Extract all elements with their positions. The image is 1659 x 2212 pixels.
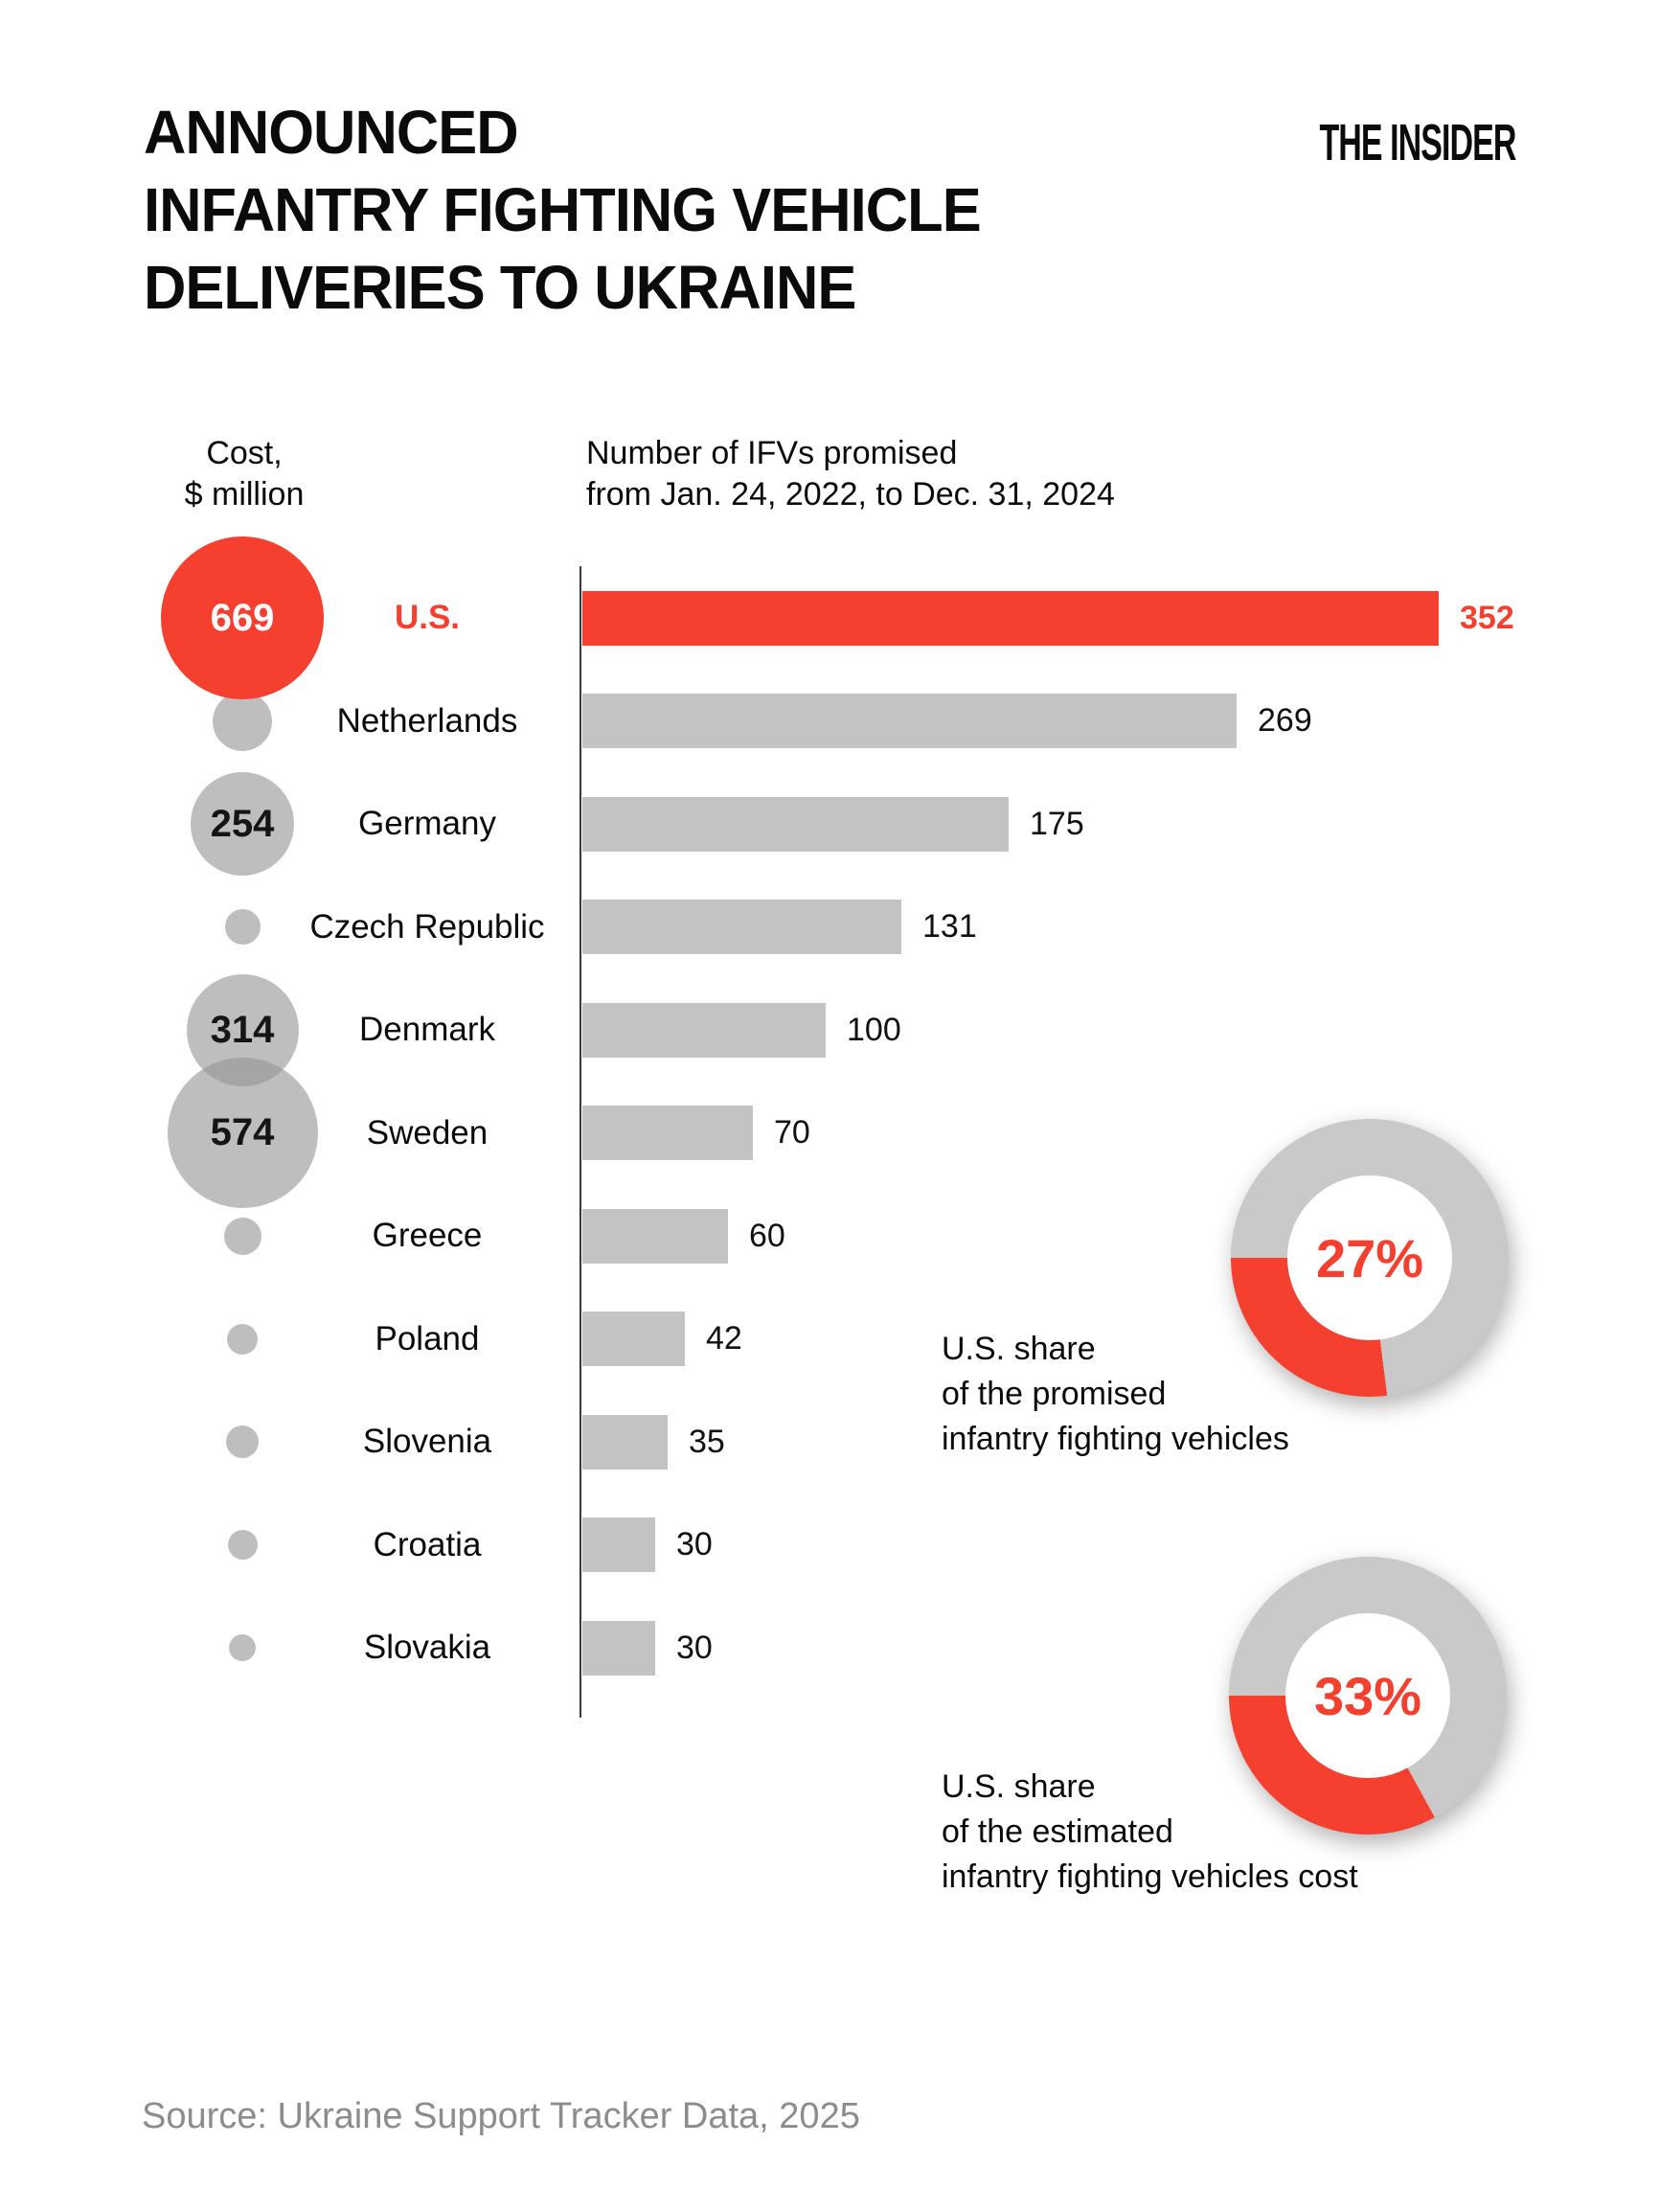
cost-bubble-u-s-: 669 xyxy=(161,536,324,699)
cost-bubble-croatia xyxy=(227,1530,258,1560)
donut-caption-promised: U.S. share of the promised infantry figh… xyxy=(942,1327,1289,1462)
ifv-value-label: 42 xyxy=(706,1320,742,1357)
caption-line: U.S. share xyxy=(942,1768,1096,1805)
country-label: Poland xyxy=(375,1319,480,1357)
donut-chart-promised-share: 27% xyxy=(1231,1119,1509,1397)
ifv-bar xyxy=(582,1620,655,1676)
ifv-bar xyxy=(582,1106,753,1160)
ifv-bar xyxy=(582,1208,728,1264)
ifv-bar xyxy=(582,900,901,954)
country-label: Sweden xyxy=(366,1113,489,1152)
country-label: U.S. xyxy=(394,599,461,636)
page-title: ANNOUNCED INFANTRY FIGHTING VEHICLE DELI… xyxy=(144,94,982,327)
ifv-value-label: 35 xyxy=(689,1423,725,1460)
country-label: Netherlands xyxy=(336,701,518,740)
country-label: Croatia xyxy=(373,1525,482,1563)
title-line-1: ANNOUNCED xyxy=(144,98,519,167)
ifv-bar xyxy=(582,1414,668,1470)
caption-line: of the estimated xyxy=(942,1813,1173,1850)
donut-caption-cost: U.S. share of the estimated infantry fig… xyxy=(942,1765,1358,1900)
cost-bubble-sweden: 574 xyxy=(167,1058,318,1208)
ifv-bar xyxy=(582,694,1237,748)
country-label: Germany xyxy=(358,805,496,842)
the-insider-logo: THE INSIDER xyxy=(1319,114,1517,171)
caption-line: of the promised xyxy=(942,1376,1167,1412)
cost-value: 669 xyxy=(210,596,275,639)
ifv-value-label: 60 xyxy=(749,1217,785,1254)
ifv-count-column-header: Number of IFVs promised from Jan. 24, 20… xyxy=(586,433,1115,515)
country-label: Denmark xyxy=(359,1011,495,1048)
cost-column-header: Cost, $ million xyxy=(125,433,364,515)
ifv-bar xyxy=(582,796,1009,852)
donut-hole: 33% xyxy=(1285,1613,1450,1778)
cost-bubble-greece xyxy=(223,1217,261,1255)
caption-line: infantry fighting vehicles cost xyxy=(942,1859,1358,1895)
ifv-value-label: 30 xyxy=(676,1629,713,1666)
cost-bubble-poland xyxy=(227,1323,258,1355)
chart-axis-line xyxy=(580,566,581,1718)
country-label: Greece xyxy=(372,1217,483,1254)
ifv-bar xyxy=(582,1517,655,1572)
donut-percent-label: 33% xyxy=(1313,1665,1422,1726)
source-credit: Source: Ukraine Support Tracker Data, 20… xyxy=(142,2096,860,2136)
ifv-value-label: 100 xyxy=(847,1011,901,1048)
cost-value: 314 xyxy=(210,1008,275,1051)
ifv-value-label: 70 xyxy=(774,1114,810,1151)
cost-bubble-slovenia xyxy=(226,1425,259,1458)
ifv-bar xyxy=(582,590,1439,646)
cost-value: 254 xyxy=(210,802,275,845)
ifv-value-label: 175 xyxy=(1030,805,1084,842)
cost-bubble-slovakia xyxy=(229,1634,256,1661)
country-label: Slovakia xyxy=(363,1629,491,1666)
cost-header-line-2: $ million xyxy=(184,476,305,513)
cost-bubble-germany: 254 xyxy=(191,772,294,876)
donut-percent-label: 27% xyxy=(1315,1227,1424,1288)
cost-bubble-czech-republic xyxy=(224,909,261,945)
donut-hole: 27% xyxy=(1287,1175,1452,1340)
country-label: Czech Republic xyxy=(309,907,545,946)
ifv-value-label: 352 xyxy=(1460,599,1514,636)
country-label: Slovenia xyxy=(362,1423,492,1460)
ifv-value-label: 131 xyxy=(922,908,977,945)
count-header-line-1: Number of IFVs promised xyxy=(586,435,958,471)
count-header-line-2: from Jan. 24, 2022, to Dec. 31, 2024 xyxy=(586,476,1115,513)
cost-header-line-1: Cost, xyxy=(206,435,283,471)
ifv-value-label: 30 xyxy=(676,1526,713,1562)
ifv-bar xyxy=(582,1311,685,1366)
donut-chart-cost-share: 33% xyxy=(1229,1557,1507,1835)
title-line-2: INFANTRY FIGHTING VEHICLE xyxy=(144,175,982,244)
ifv-bar xyxy=(582,1002,826,1058)
ifv-value-label: 269 xyxy=(1258,702,1312,739)
caption-line: U.S. share xyxy=(942,1331,1096,1367)
title-line-3: DELIVERIES TO UKRAINE xyxy=(144,253,856,322)
cost-value: 574 xyxy=(210,1111,275,1153)
caption-line: infantry fighting vehicles xyxy=(942,1421,1289,1457)
cost-bubble-netherlands xyxy=(213,691,272,751)
